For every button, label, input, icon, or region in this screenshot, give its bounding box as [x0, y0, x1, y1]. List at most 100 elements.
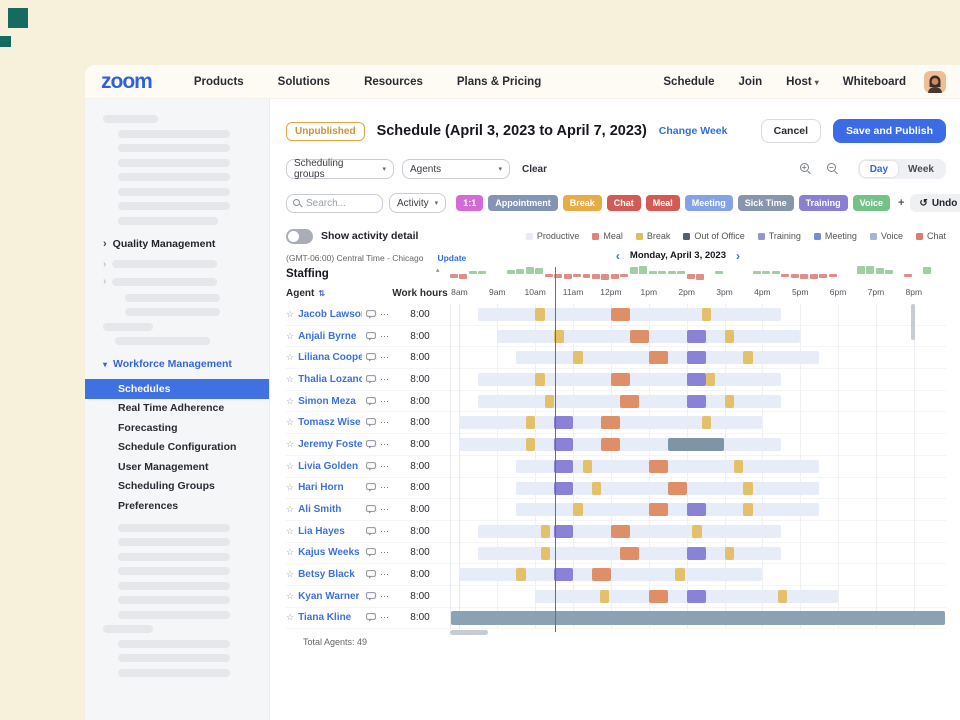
day-tab[interactable]: Day: [859, 161, 899, 177]
sidebar-item-schedules[interactable]: Schedules: [85, 379, 269, 399]
segment-break[interactable]: [705, 373, 716, 387]
nav-products[interactable]: Products: [193, 75, 244, 88]
segment-break[interactable]: [675, 568, 685, 582]
add-activity-button[interactable]: +: [897, 197, 905, 209]
chat-bubble-icon[interactable]: [366, 613, 376, 623]
nav-whiteboard[interactable]: Whiteboard: [842, 75, 906, 88]
chat-bubble-icon[interactable]: [366, 526, 376, 536]
agent-name-link[interactable]: Ali Smith: [298, 504, 342, 516]
segment-productive[interactable]: [516, 351, 820, 365]
badge-voice[interactable]: Voice: [852, 195, 890, 211]
sidebar-item-preferences[interactable]: Preferences: [118, 499, 179, 512]
segment-meal[interactable]: [648, 459, 668, 473]
segment-meal[interactable]: [629, 329, 649, 343]
segment-break[interactable]: [525, 438, 536, 452]
segment-training[interactable]: [686, 394, 706, 408]
sidebar-item-schedule-configuration[interactable]: Schedule Configuration: [118, 441, 237, 454]
segment-meal[interactable]: [610, 524, 630, 538]
row-menu-icon[interactable]: ⋯: [380, 373, 390, 384]
favorite-star-icon[interactable]: ☆: [286, 373, 295, 384]
sidebar-item-user-management[interactable]: User Management: [118, 460, 209, 473]
segment-break[interactable]: [724, 329, 734, 343]
chat-bubble-icon[interactable]: [366, 375, 376, 384]
nav-schedule[interactable]: Schedule: [663, 75, 715, 88]
chat-bubble-icon[interactable]: [366, 483, 376, 492]
nav-join[interactable]: Join: [738, 75, 763, 88]
favorite-star-icon[interactable]: ☆: [286, 547, 295, 558]
row-menu-icon[interactable]: ⋯: [380, 417, 390, 428]
sort-icon[interactable]: ⇅: [318, 288, 326, 298]
activity-select[interactable]: Activity ▾: [389, 193, 447, 213]
segment-break[interactable]: [743, 503, 753, 517]
segment-meal[interactable]: [667, 481, 687, 495]
segment-training[interactable]: [686, 329, 706, 343]
segment-training[interactable]: [554, 524, 574, 538]
vertical-scrollbar[interactable]: [911, 304, 915, 340]
zoom-out-icon[interactable]: −: [826, 162, 840, 176]
favorite-star-icon[interactable]: ☆: [286, 590, 295, 601]
segment-unavailable[interactable]: [451, 611, 945, 626]
zoom-in-icon[interactable]: +: [799, 162, 813, 176]
sidebar-item-forecasting[interactable]: Forecasting: [118, 421, 178, 434]
segment-meal[interactable]: [620, 394, 640, 408]
horizontal-scrollbar[interactable]: [450, 630, 488, 635]
segment-training[interactable]: [686, 546, 706, 560]
row-menu-icon[interactable]: ⋯: [380, 612, 390, 623]
user-avatar[interactable]: [924, 70, 946, 93]
agent-name-link[interactable]: Simon Meza: [298, 395, 356, 407]
segment-meal[interactable]: [648, 589, 668, 603]
chat-bubble-icon[interactable]: [366, 309, 376, 319]
segment-break[interactable]: [544, 394, 555, 408]
segment-break[interactable]: [777, 589, 787, 603]
badge-appointment[interactable]: Appointment: [488, 195, 558, 211]
agent-name-link[interactable]: Livia Golden: [298, 460, 359, 472]
segment-training[interactable]: [554, 438, 574, 452]
row-menu-icon[interactable]: ⋯: [380, 438, 390, 449]
agent-name-link[interactable]: Anjali Byrne: [298, 330, 357, 342]
segment-training[interactable]: [686, 351, 706, 365]
row-menu-icon[interactable]: ⋯: [380, 460, 390, 471]
badge-sick-time[interactable]: Sick Time: [737, 195, 794, 211]
nav-host[interactable]: Host ▾: [786, 75, 819, 88]
favorite-star-icon[interactable]: ☆: [286, 352, 295, 363]
segment-break[interactable]: [692, 524, 702, 538]
row-menu-icon[interactable]: ⋯: [380, 482, 390, 493]
row-menu-icon[interactable]: ⋯: [380, 504, 390, 515]
agent-name-link[interactable]: Jeremy Foster: [298, 438, 362, 450]
agent-name-link[interactable]: Liliana Cooper: [298, 352, 362, 364]
chat-bubble-icon[interactable]: [366, 461, 376, 471]
agents-select[interactable]: Agents ▾: [402, 159, 510, 179]
prev-day-icon[interactable]: ‹: [615, 248, 620, 263]
chat-bubble-icon[interactable]: [366, 418, 376, 427]
segment-productive[interactable]: [478, 373, 782, 387]
change-week-link[interactable]: Change Week: [658, 125, 728, 137]
favorite-star-icon[interactable]: ☆: [286, 612, 295, 623]
segment-meal[interactable]: [601, 416, 621, 430]
zoom-logo[interactable]: zoom: [101, 69, 153, 93]
favorite-star-icon[interactable]: ☆: [286, 308, 295, 319]
segment-meal[interactable]: [610, 308, 630, 321]
badge-break[interactable]: Break: [562, 195, 602, 211]
chat-bubble-icon[interactable]: [366, 505, 376, 514]
sidebar-item-quality-management[interactable]: › Quality Management: [85, 235, 269, 253]
segment-break[interactable]: [540, 524, 551, 538]
segment-break[interactable]: [554, 329, 564, 343]
segment-training[interactable]: [686, 589, 706, 603]
segment-break[interactable]: [525, 416, 536, 430]
agent-name-link[interactable]: Betsy Black: [298, 569, 355, 581]
clear-filters-link[interactable]: Clear: [522, 163, 548, 175]
sidebar-item-real-time-adherence[interactable]: Real Time Adherence: [118, 402, 225, 415]
segment-break[interactable]: [733, 459, 744, 473]
segment-training[interactable]: [686, 503, 706, 517]
favorite-star-icon[interactable]: ☆: [286, 330, 295, 341]
agent-column-header[interactable]: Agent: [286, 287, 315, 299]
segment-break[interactable]: [743, 481, 753, 495]
badge-chat[interactable]: Chat: [606, 195, 641, 211]
row-menu-icon[interactable]: ⋯: [380, 308, 390, 319]
next-day-icon[interactable]: ›: [736, 248, 740, 263]
chat-bubble-icon[interactable]: [366, 353, 376, 362]
segment-break[interactable]: [540, 546, 551, 560]
segment-break[interactable]: [582, 459, 592, 473]
collapse-staffing-icon[interactable]: ▴: [436, 267, 440, 274]
badge-meal[interactable]: Meal: [645, 195, 680, 211]
